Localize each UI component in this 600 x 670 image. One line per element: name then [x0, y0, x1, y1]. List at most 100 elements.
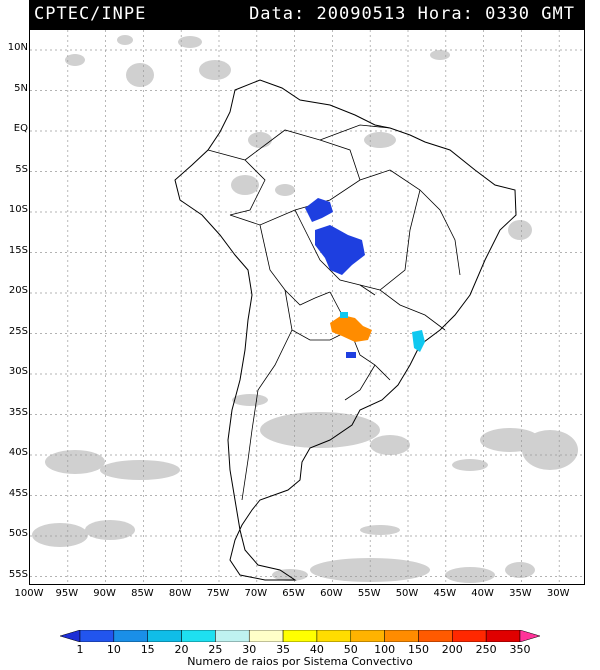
longitude-label: 70W — [244, 588, 268, 599]
cloud-patch — [248, 132, 272, 148]
longitude-label: 40W — [471, 588, 494, 599]
longitude-label: 80W — [168, 588, 192, 599]
cloud-cover — [32, 35, 578, 583]
colorbar-segment — [215, 630, 250, 642]
colorbar-segment — [282, 630, 318, 642]
colorbar-tick-label: 30 — [242, 643, 257, 656]
colorbar-segment — [485, 630, 521, 642]
cloud-patch — [364, 132, 396, 148]
latitude-label: 5N — [14, 82, 28, 94]
latitude-label: 55S — [8, 568, 28, 580]
timestamp: Data: 20090513 Hora: 0330 GMT — [249, 4, 575, 24]
cloud-patch — [522, 430, 578, 470]
colorbar-tick-label: 40 — [309, 643, 324, 656]
colorbar-tick-label: 1 — [76, 643, 84, 656]
latitude-label: 10S — [8, 204, 28, 215]
country-borders — [207, 124, 461, 501]
south-america-coastline — [174, 79, 517, 581]
cloud-patch — [178, 36, 202, 48]
longitude-label: 30W — [546, 588, 570, 599]
colorbar-segment — [147, 630, 182, 642]
system-blue-north — [305, 198, 333, 222]
system-cyan-small — [340, 312, 348, 318]
map-frame — [29, 29, 585, 585]
colorbar-segment — [113, 630, 148, 642]
colorbar-tick-label: 50 — [343, 643, 358, 656]
longitude-label: 85W — [131, 588, 154, 599]
cloud-patch — [231, 175, 259, 195]
latitude-label: 20S — [8, 285, 28, 296]
cloud-patch — [505, 562, 535, 578]
colorbar-segment — [452, 630, 487, 642]
latitude-label: 10N — [7, 42, 28, 53]
colorbar-tick-label: 250 — [475, 643, 497, 656]
colorbar-tick-label: 350 — [509, 643, 531, 656]
colorbar-segment — [60, 630, 81, 642]
colorbar-tick-label: 20 — [174, 643, 189, 656]
colorbar-segment — [316, 630, 352, 642]
colorbar-segment — [181, 630, 216, 642]
cloud-patch — [445, 567, 495, 583]
source-label: CPTEC/INPE — [34, 4, 147, 24]
colorbar-tick-label: 35 — [276, 643, 291, 656]
cloud-patch — [65, 54, 85, 66]
cloud-patch — [117, 35, 133, 45]
cloud-patch — [232, 394, 268, 406]
hora-label: Hora: — [417, 4, 474, 24]
cloud-patch — [360, 525, 400, 535]
colorbar-tick-label: 100 — [374, 643, 396, 656]
convective-systems — [305, 198, 425, 358]
system-blue-central — [315, 225, 365, 275]
latitude-label: 15S — [8, 244, 28, 256]
cloud-patch — [275, 184, 295, 196]
latitude-label: EQ — [13, 123, 28, 134]
colorbar-tick-label: 25 — [208, 643, 223, 656]
cloud-patch — [430, 50, 450, 60]
colorbar-tick-label: 150 — [407, 643, 429, 656]
latitude-label: 40S — [8, 447, 28, 458]
lightning-map — [30, 30, 584, 584]
system-blue-small — [346, 352, 356, 358]
latitude-label: 45S — [8, 487, 28, 499]
system-cyan-east — [412, 330, 425, 352]
cloud-patch — [85, 520, 135, 540]
longitude-label: 95W — [55, 588, 79, 599]
cloud-patch — [199, 60, 231, 80]
date-value: 20090513 — [316, 4, 407, 24]
latitude-label: 50S — [8, 528, 28, 539]
timezone-value: GMT — [541, 4, 575, 24]
latitude-label: 35S — [8, 406, 28, 418]
latitude-label: 30S — [8, 366, 28, 377]
cloud-patch — [45, 450, 105, 474]
colorbar-segment — [519, 630, 540, 642]
colorbar-tick-label: 200 — [441, 643, 463, 656]
longitude-label: 45W — [433, 588, 457, 599]
longitude-label: 75W — [206, 588, 230, 599]
longitude-label: 65W — [282, 588, 305, 599]
cloud-patch — [272, 569, 308, 581]
data-label: Data: — [249, 4, 306, 24]
longitude-label: 90W — [93, 588, 116, 599]
colorbar-segment — [384, 630, 419, 642]
cloud-patch — [508, 220, 532, 240]
latitude-label: 25S — [8, 325, 28, 337]
system-orange — [330, 315, 372, 342]
colorbar-segment — [350, 630, 385, 642]
colorbar — [60, 630, 540, 642]
longitude-label: 60W — [320, 588, 343, 599]
colorbar-segment — [248, 630, 284, 642]
colorbar-title: Numero de raios por Sistema Convectivo — [187, 655, 413, 668]
longitude-label: 35W — [509, 588, 532, 599]
cloud-patch — [126, 63, 154, 87]
latitude-label: 5S — [15, 163, 28, 175]
cloud-patch — [370, 435, 410, 455]
longitude-label: 50W — [395, 588, 419, 599]
graticule — [30, 30, 584, 584]
colorbar-tick-label: 10 — [106, 643, 121, 656]
map-header: CPTEC/INPE Data: 20090513 Hora: 0330 GMT — [29, 0, 585, 29]
cloud-patch — [452, 459, 488, 471]
colorbar-segment — [79, 630, 115, 642]
colorbar-segment — [418, 630, 453, 642]
time-value: 0330 — [485, 4, 531, 24]
longitude-label: 55W — [357, 588, 381, 599]
